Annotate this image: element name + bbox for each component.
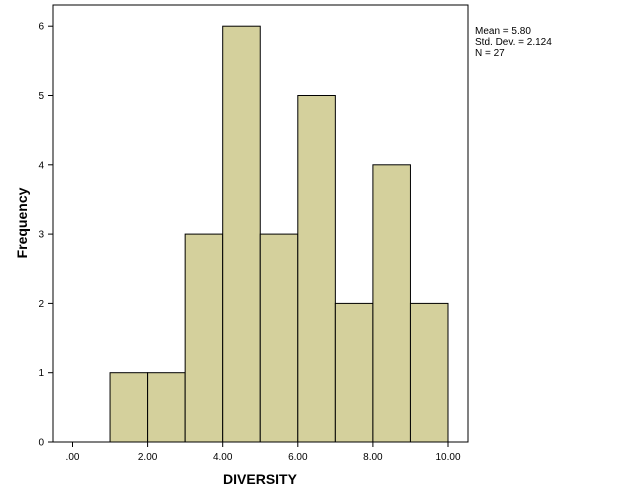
x-tick-label: 4.00 — [213, 452, 233, 463]
x-axis-ticks: .00 2.00 4.00 6.00 8.00 10.00 — [66, 442, 461, 463]
y-tick-label: 3 — [38, 230, 44, 241]
histogram-bar — [259, 233, 299, 443]
x-tick-label: 8.00 — [363, 452, 383, 463]
histogram-bar — [409, 302, 449, 443]
stats-mean: Mean = 5.80 — [475, 26, 531, 37]
y-tick-label: 1 — [38, 368, 44, 379]
stats-std-dev: Std. Dev. = 2.124 — [475, 37, 552, 48]
y-tick-label: 6 — [38, 22, 44, 33]
histogram-bar — [334, 302, 374, 443]
histogram-bar — [297, 95, 336, 443]
y-axis-ticks: 0 1 2 3 4 5 6 — [38, 22, 53, 449]
stats-n: N = 27 — [475, 48, 505, 59]
bars-group — [109, 25, 449, 443]
x-axis-title: DIVERSITY — [223, 471, 298, 487]
histogram-bar — [109, 372, 149, 443]
x-tick-label: 10.00 — [435, 452, 460, 463]
x-tick-label: 2.00 — [138, 452, 158, 463]
y-tick-label: 4 — [38, 160, 44, 171]
y-tick-label: 5 — [38, 91, 44, 102]
y-tick-label: 0 — [38, 438, 44, 449]
x-tick-label: 6.00 — [288, 452, 308, 463]
histogram-bar — [372, 164, 411, 443]
y-axis-title: Frequency — [14, 187, 30, 258]
histogram-bar — [147, 372, 186, 443]
histogram-bar — [184, 233, 224, 443]
stats-box: Mean = 5.80 Std. Dev. = 2.124 N = 27 — [475, 26, 552, 59]
y-tick-label: 2 — [38, 299, 44, 310]
histogram-bar — [222, 25, 261, 443]
x-tick-label: .00 — [66, 452, 80, 463]
